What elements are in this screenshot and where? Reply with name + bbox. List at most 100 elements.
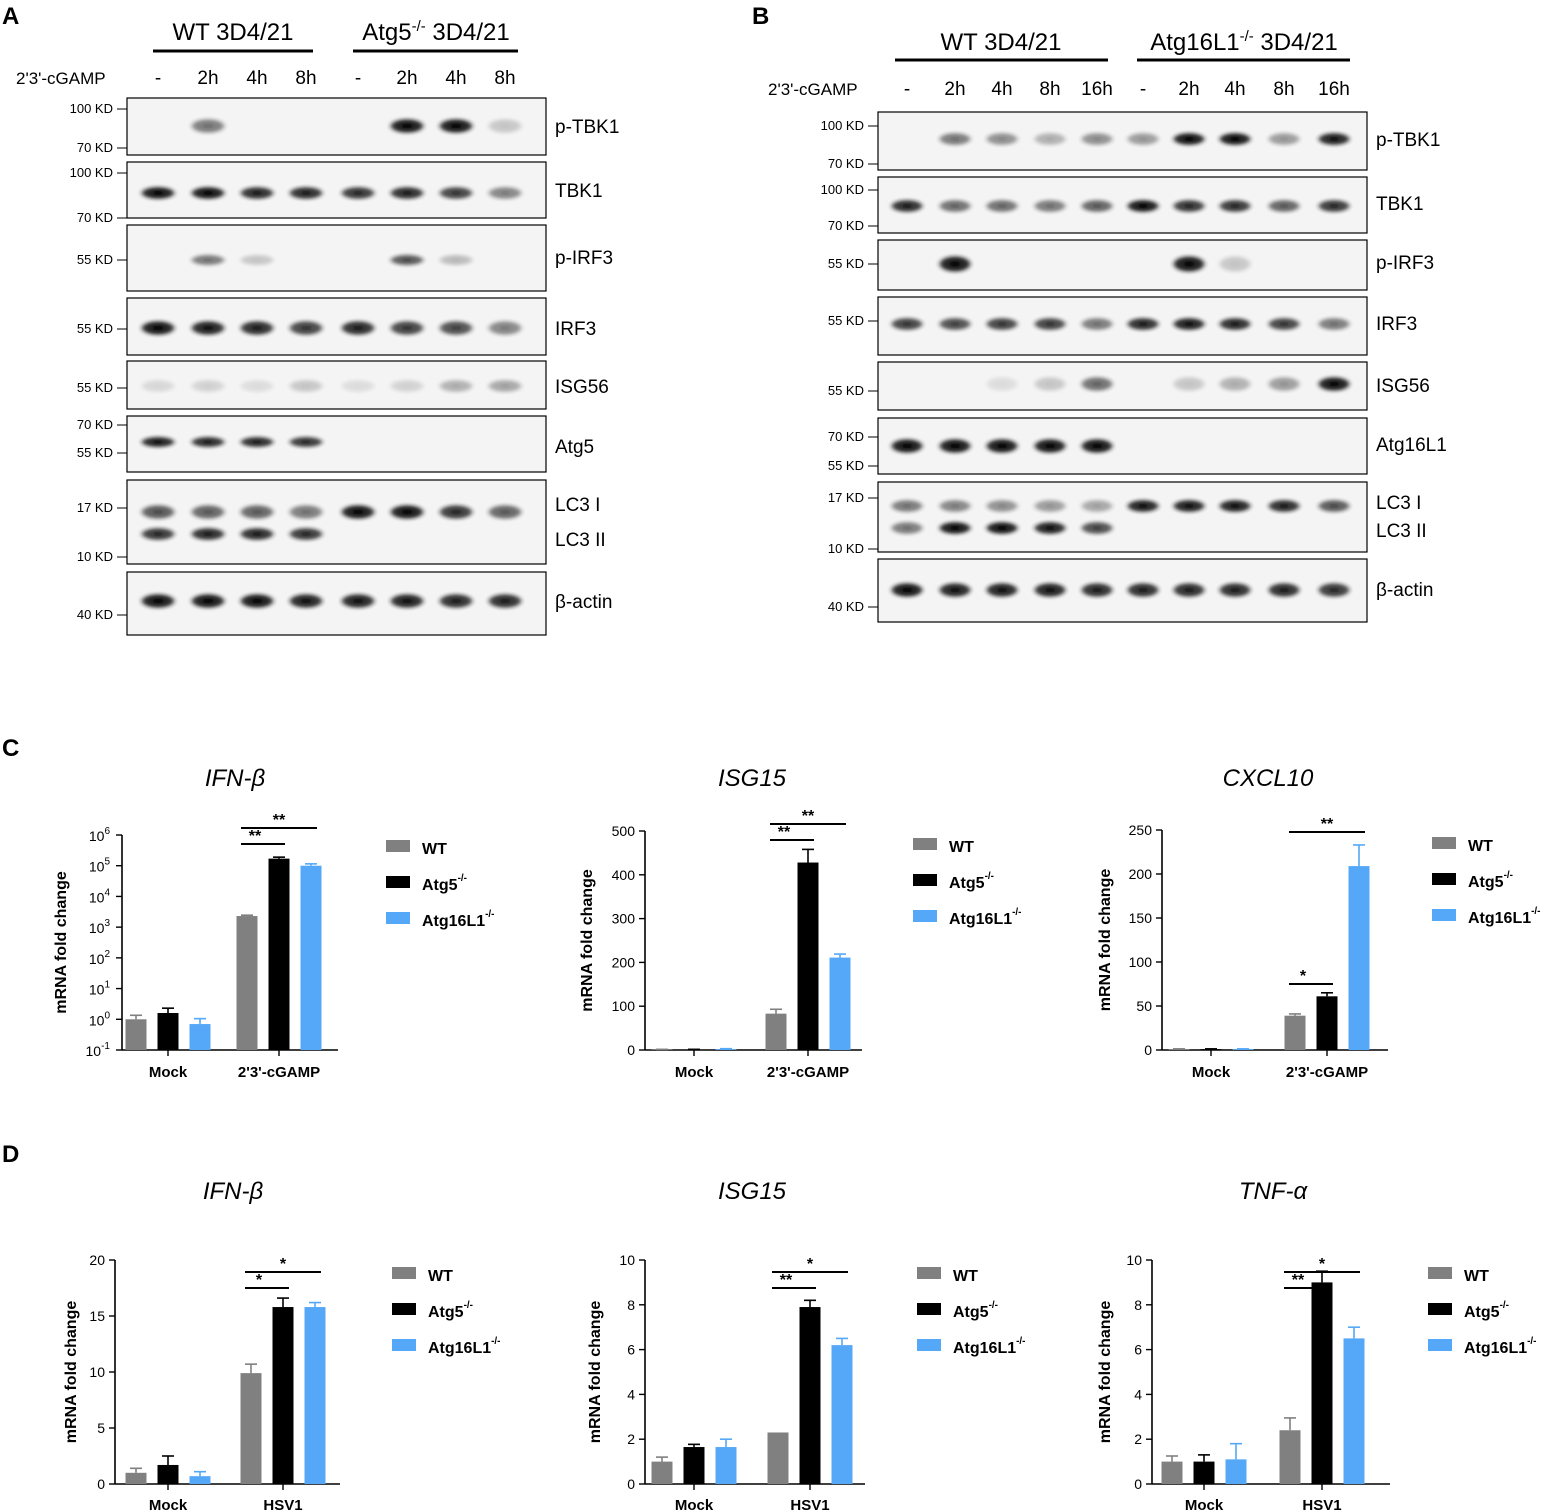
superscript: -/- xyxy=(1527,1336,1536,1347)
category-label: Mock xyxy=(149,1064,188,1081)
legend-swatch xyxy=(1432,909,1456,921)
y-tick-label: 8 xyxy=(1134,1297,1142,1313)
y-tick-label: 100 xyxy=(1129,954,1153,970)
lane-label: 2h xyxy=(396,68,417,89)
category-label: 2'3'-cGAMP xyxy=(238,1064,320,1081)
blot-band xyxy=(388,593,426,609)
y-tick-label: 2 xyxy=(627,1431,635,1447)
blot-band xyxy=(1316,317,1352,331)
legend-swatch xyxy=(917,1339,941,1351)
legend-swatch xyxy=(1432,837,1456,849)
significance-label: ** xyxy=(249,828,262,845)
group-label: WT 3D4/21 xyxy=(941,29,1062,56)
bar xyxy=(300,865,322,1050)
blot-band xyxy=(238,504,276,520)
category-label: Mock xyxy=(675,1064,714,1081)
legend-label: WT xyxy=(1468,838,1493,855)
significance-label: ** xyxy=(780,1272,793,1289)
blot-band xyxy=(984,376,1020,392)
superscript: -/- xyxy=(1240,29,1254,45)
blot-band xyxy=(1079,132,1115,146)
blot-band xyxy=(139,379,177,393)
blot-band xyxy=(1217,499,1253,513)
marker-label: 10 KD xyxy=(828,541,864,556)
blot-band xyxy=(139,436,177,448)
legend-label: Atg5-/- xyxy=(953,1300,998,1321)
legend-swatch xyxy=(386,840,410,852)
blot-band xyxy=(1079,376,1115,392)
blot-band xyxy=(889,199,925,213)
lane-label: 2h xyxy=(197,68,218,89)
significance-label: * xyxy=(807,1256,814,1273)
blot-band xyxy=(1266,132,1302,146)
lane-label: 4h xyxy=(445,68,466,89)
blot-band xyxy=(937,132,973,146)
y-tick-label: 0 xyxy=(97,1476,105,1492)
blot-band xyxy=(1125,317,1161,331)
blot-band xyxy=(139,320,177,336)
blot-band xyxy=(1266,582,1302,598)
bar-chart-1: ISG15 0 100 200 300 400 500 mRNA fold change Moc… xyxy=(579,765,1021,1081)
blot-box xyxy=(877,481,1368,553)
blot-band xyxy=(287,436,325,448)
y-tick-label: 2 xyxy=(1134,1431,1142,1447)
category-label: HSV1 xyxy=(790,1497,829,1512)
blot-band xyxy=(937,499,973,513)
blot-band xyxy=(1217,199,1253,213)
marker-label: 70 KD xyxy=(77,210,113,225)
marker-label: 17 KD xyxy=(77,500,113,515)
blot-band xyxy=(287,593,325,609)
bar xyxy=(236,916,258,1050)
protein-label: LC3 I xyxy=(1376,493,1421,514)
marker-label: 55 KD xyxy=(77,252,113,267)
bar xyxy=(797,862,819,1050)
y-tick-label: 20 xyxy=(89,1252,105,1268)
protein-label: β-actin xyxy=(555,592,612,613)
blot-band xyxy=(937,582,973,598)
blot-band xyxy=(139,186,177,200)
tick-exponent: -1 xyxy=(101,1041,110,1052)
legend-swatch xyxy=(386,876,410,888)
blot-band xyxy=(189,118,227,134)
protein-label: IRF3 xyxy=(1376,314,1417,335)
blot-band xyxy=(984,582,1020,598)
marker-label: 70 KD xyxy=(828,218,864,233)
bar xyxy=(1161,1461,1183,1484)
y-tick-label: 10 xyxy=(1126,1252,1142,1268)
blot-band xyxy=(388,254,426,266)
protein-label: LC3 II xyxy=(555,530,606,551)
legend-label: Atg16L1-/- xyxy=(949,907,1021,928)
category-label: Mock xyxy=(149,1497,188,1512)
blot-band xyxy=(486,186,524,200)
blot-band xyxy=(287,527,325,541)
blot-band xyxy=(1079,317,1115,331)
y-tick-label: 105 xyxy=(89,857,111,875)
y-tick-label: 101 xyxy=(89,980,111,998)
y-tick-label: 300 xyxy=(612,911,636,927)
blot-band xyxy=(1316,376,1352,392)
blot-band xyxy=(339,186,377,200)
blot-band xyxy=(1217,582,1253,598)
superscript: -/- xyxy=(1500,1300,1509,1311)
marker-label: 100 KD xyxy=(70,165,113,180)
protein-label: p-IRF3 xyxy=(1376,253,1434,274)
treatment-label: 2'3'-cGAMP xyxy=(768,80,858,99)
legend-label: Atg5-/- xyxy=(1464,1300,1509,1321)
bar xyxy=(157,1013,179,1050)
marker-label: 70 KD xyxy=(828,156,864,171)
superscript: -/- xyxy=(1531,906,1540,917)
blot-band xyxy=(1217,255,1253,273)
blot-band xyxy=(388,379,426,393)
text-suffix: 3D4/21 xyxy=(1254,29,1338,56)
blot-band xyxy=(388,118,426,134)
tick-exponent: 3 xyxy=(104,918,110,929)
protein-label: Atg5 xyxy=(555,437,594,458)
blot-band xyxy=(238,593,276,609)
blot-band xyxy=(139,527,177,541)
blot-band xyxy=(437,118,475,134)
blot-band xyxy=(937,255,973,273)
blot-band xyxy=(1171,582,1207,598)
legend-swatch xyxy=(392,1339,416,1351)
blot-band xyxy=(1125,499,1161,513)
bar xyxy=(189,1476,211,1484)
